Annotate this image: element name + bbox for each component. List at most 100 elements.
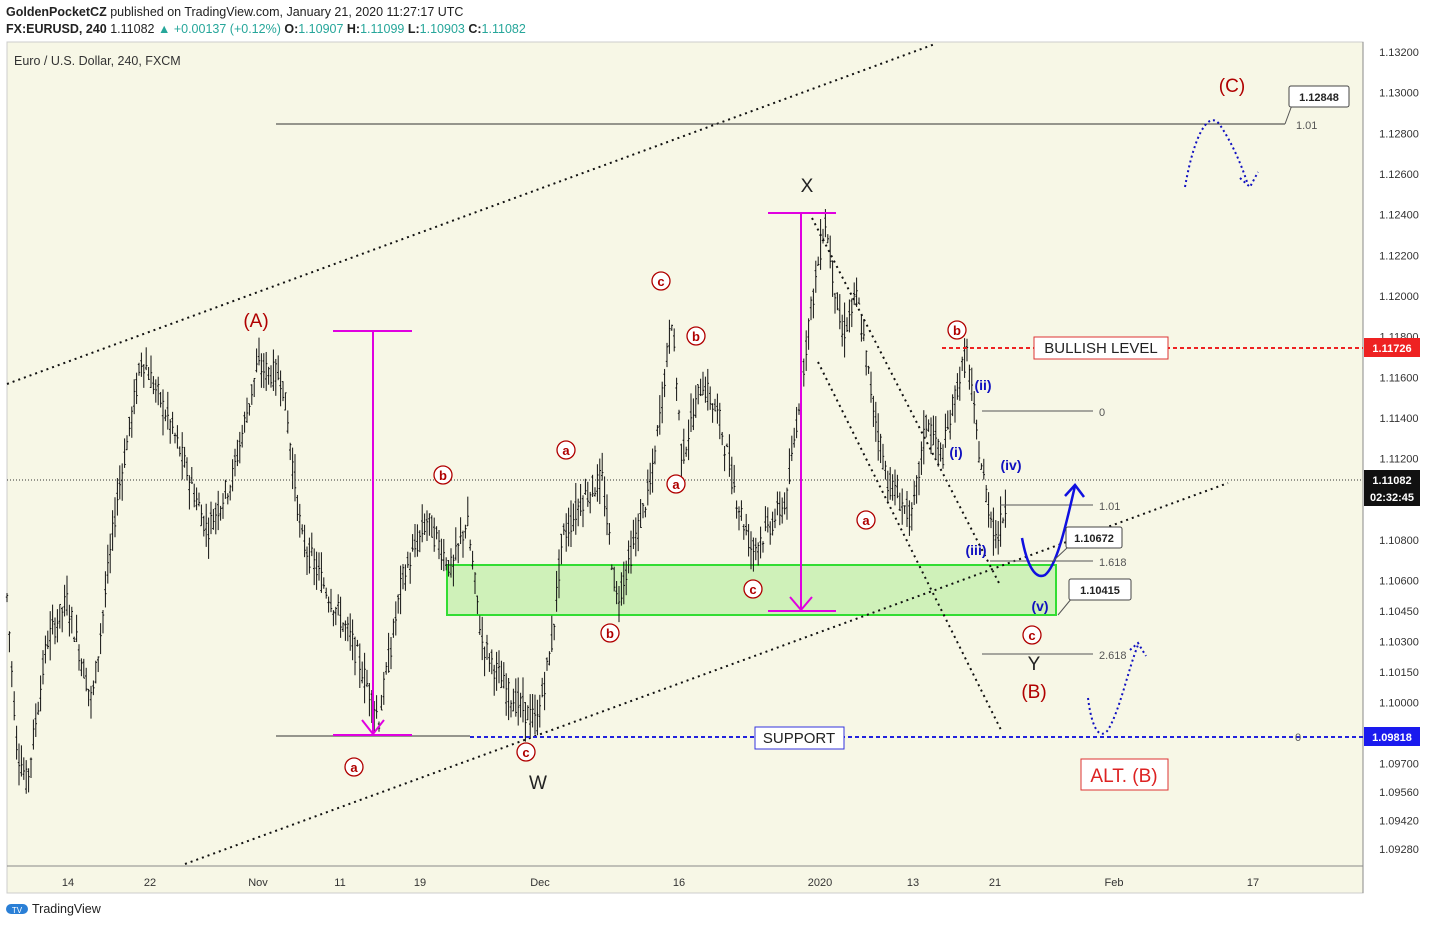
fib-label: 0 [1099, 407, 1105, 419]
candle [975, 419, 978, 440]
candle [363, 652, 366, 704]
candle [154, 379, 157, 403]
candle [382, 671, 385, 705]
candle [181, 432, 184, 480]
candle [274, 358, 277, 396]
candle [865, 350, 868, 376]
candle [267, 366, 270, 385]
candle [807, 318, 810, 350]
candle [497, 650, 501, 684]
candle [608, 523, 611, 545]
support-price-value: 1.09818 [1372, 732, 1412, 744]
candle [668, 319, 671, 354]
candle [399, 565, 402, 615]
candle [305, 546, 309, 575]
candle [164, 409, 167, 422]
candle [723, 445, 726, 472]
footer-brand[interactable]: TradingView [32, 902, 101, 916]
candle [188, 475, 191, 510]
candle [937, 438, 940, 467]
candle [992, 507, 995, 556]
candle [421, 504, 424, 543]
candle [524, 702, 527, 742]
candle [483, 646, 486, 677]
candle [125, 435, 129, 451]
candle [428, 513, 431, 536]
candle [279, 370, 282, 407]
candle [159, 391, 162, 408]
wave-label-small: a [856, 510, 876, 530]
fib-label: 1.01 [1099, 501, 1120, 513]
candle [531, 694, 534, 728]
candle [166, 391, 169, 430]
candle [843, 302, 846, 358]
candle [149, 355, 153, 389]
candle [925, 414, 928, 438]
candle [586, 481, 589, 507]
candle [65, 575, 69, 616]
candle [771, 511, 774, 536]
candle [776, 491, 779, 516]
candle [781, 497, 784, 524]
candle [253, 377, 256, 398]
candle [404, 564, 407, 591]
candle [658, 395, 661, 435]
candle [548, 651, 551, 666]
candle [178, 446, 181, 457]
candle [903, 505, 906, 514]
alt-b-label: ALT. (B) [1090, 766, 1157, 787]
wave-label-small: a [666, 474, 686, 494]
candle [941, 444, 945, 469]
svg-text:a: a [672, 477, 680, 492]
candle [361, 661, 364, 684]
candle [591, 474, 594, 497]
y-tick-label: 1.09420 [1379, 816, 1419, 828]
candle [644, 506, 647, 518]
candle [836, 292, 839, 311]
candle [917, 461, 921, 496]
candle [869, 371, 873, 403]
candle [447, 560, 450, 577]
y-tick-label: 1.09700 [1379, 759, 1419, 771]
candle [699, 378, 702, 397]
y-axis: 1.13200 1.13000 1.12800 1.12600 1.12400 1.122… [1379, 47, 1419, 856]
candle [581, 495, 585, 528]
candle [953, 385, 957, 423]
candle [375, 695, 378, 719]
x-tick-label: 2020 [808, 877, 832, 889]
candle [893, 469, 897, 506]
candle [973, 391, 976, 424]
candle [440, 538, 443, 570]
candle [809, 296, 813, 321]
callout-value: 1.12848 [1299, 92, 1339, 104]
projection-c [1184, 119, 1249, 188]
candle [620, 572, 623, 606]
candle [884, 460, 887, 480]
candle [569, 500, 573, 548]
candle [293, 454, 297, 502]
publisher-name[interactable]: GoldenPocketCZ [6, 5, 107, 19]
candle [73, 636, 76, 643]
candle [433, 517, 436, 552]
candle [459, 517, 462, 545]
svg-text:b: b [606, 626, 614, 641]
candle [692, 398, 695, 431]
candle [334, 606, 337, 626]
candle [339, 596, 342, 638]
candle [985, 484, 988, 503]
candle [471, 550, 474, 570]
candle [956, 373, 959, 400]
candle [778, 491, 781, 526]
candle [89, 685, 93, 719]
candle [20, 745, 23, 777]
y-tick-label: 1.12000 [1379, 291, 1419, 303]
candle [790, 435, 793, 462]
candle [593, 487, 597, 497]
candle [615, 581, 618, 605]
candle [687, 419, 690, 461]
candle [106, 544, 109, 584]
candle [920, 441, 923, 475]
candle [337, 594, 340, 616]
x-tick-label: 17 [1247, 877, 1259, 889]
